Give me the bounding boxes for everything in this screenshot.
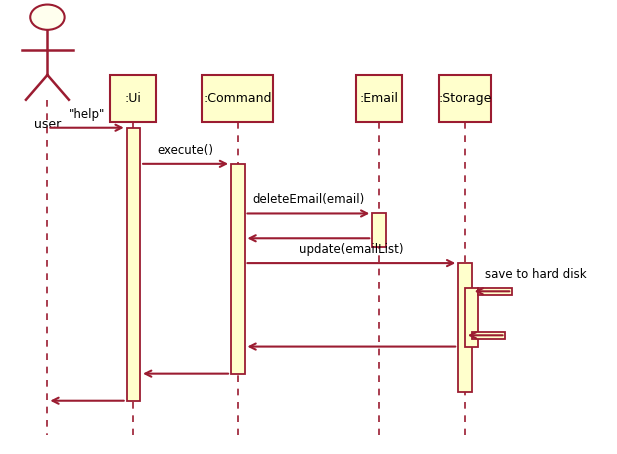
Bar <box>356 75 402 122</box>
Bar <box>372 213 386 247</box>
Text: user: user <box>34 118 61 131</box>
Text: :Email: :Email <box>360 92 399 105</box>
Bar <box>110 75 157 122</box>
Bar <box>202 75 273 122</box>
Bar <box>458 263 471 392</box>
Text: "help": "help" <box>69 108 106 120</box>
Text: save to hard disk: save to hard disk <box>485 268 587 281</box>
Bar <box>471 332 505 339</box>
Text: deleteEmail(email): deleteEmail(email) <box>252 193 365 206</box>
Text: execute(): execute() <box>157 143 213 157</box>
Bar <box>465 288 478 346</box>
Bar <box>126 128 140 401</box>
Bar <box>231 164 244 374</box>
Circle shape <box>30 5 65 30</box>
Bar <box>478 288 512 295</box>
Text: :Ui: :Ui <box>125 92 142 105</box>
Text: :Storage: :Storage <box>438 92 492 105</box>
Text: update(emailList): update(emailList) <box>299 243 404 256</box>
Bar <box>439 75 491 122</box>
Text: :Command: :Command <box>204 92 272 105</box>
